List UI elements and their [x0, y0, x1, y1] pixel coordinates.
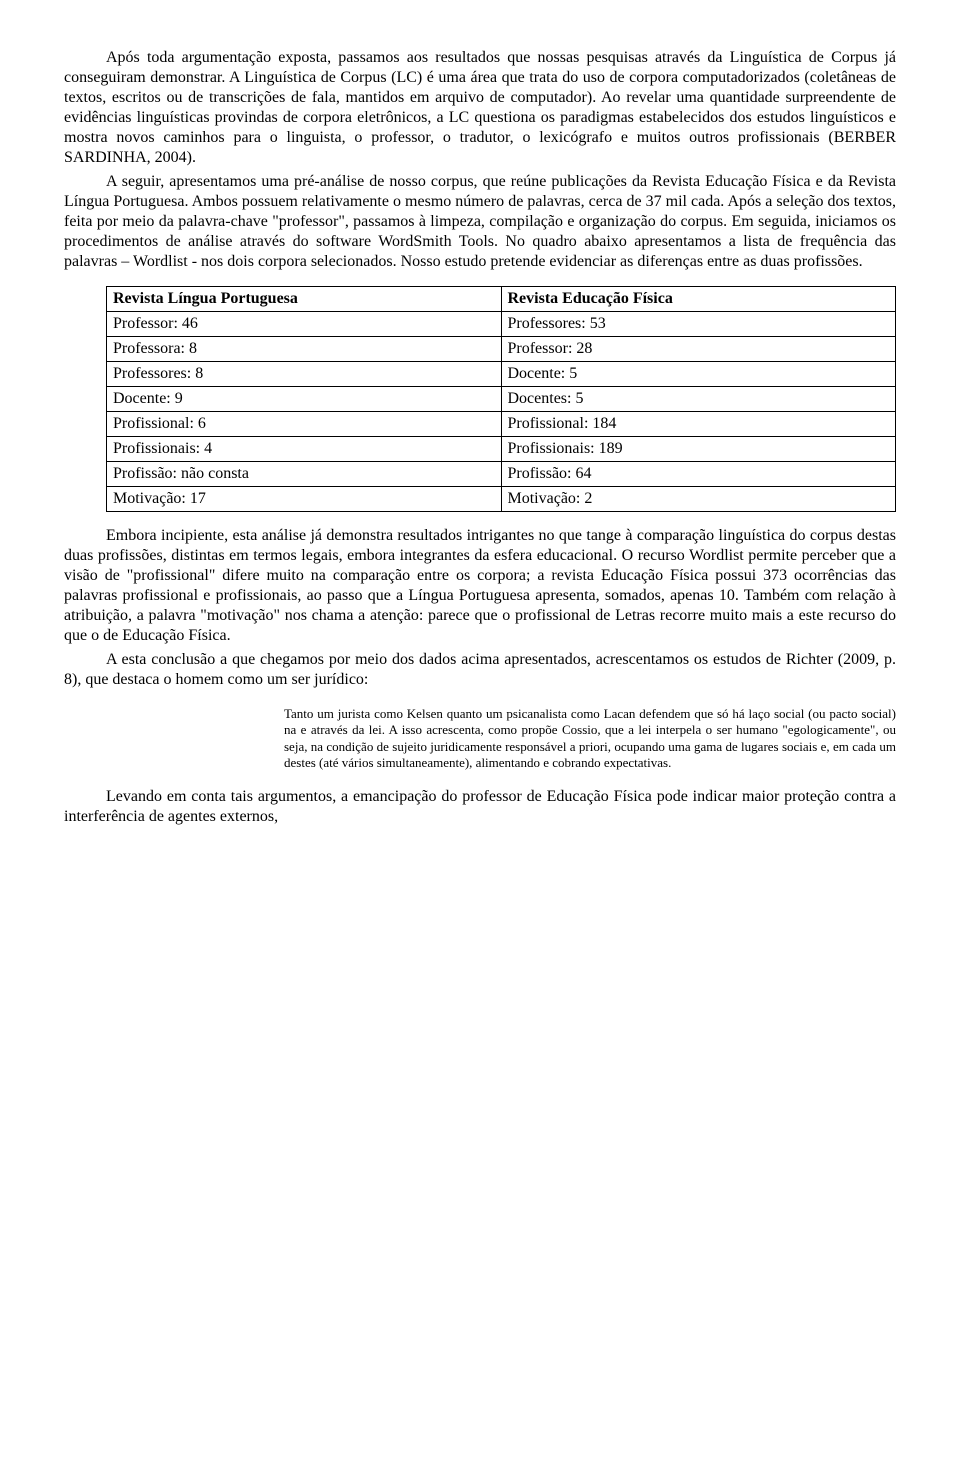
table-row: Docente: 9 Docentes: 5: [107, 387, 896, 412]
paragraph-4: A esta conclusão a que chegamos por meio…: [64, 650, 896, 690]
table-cell: Profissão: 64: [501, 462, 896, 487]
table-cell: Professor: 28: [501, 337, 896, 362]
table-cell: Professora: 8: [107, 337, 502, 362]
table-cell: Profissão: não consta: [107, 462, 502, 487]
frequency-table: Revista Língua Portuguesa Revista Educaç…: [106, 286, 896, 512]
table-cell: Profissionais: 189: [501, 437, 896, 462]
block-quote: Tanto um jurista como Kelsen quanto um p…: [284, 706, 896, 771]
table-cell: Docente: 9: [107, 387, 502, 412]
table-cell: Motivação: 2: [501, 487, 896, 512]
table-header-col2: Revista Educação Física: [501, 287, 896, 312]
table-cell: Docentes: 5: [501, 387, 896, 412]
table-cell: Professor: 46: [107, 312, 502, 337]
table-row: Professora: 8 Professor: 28: [107, 337, 896, 362]
table-row: Profissionais: 4 Profissionais: 189: [107, 437, 896, 462]
table-cell: Profissional: 6: [107, 412, 502, 437]
paragraph-3: Embora incipiente, esta análise já demon…: [64, 526, 896, 646]
paragraph-1: Após toda argumentação exposta, passamos…: [64, 48, 896, 168]
table-cell: Professores: 8: [107, 362, 502, 387]
paragraph-2: A seguir, apresentamos uma pré-análise d…: [64, 172, 896, 272]
table-cell: Profissionais: 4: [107, 437, 502, 462]
table-header-row: Revista Língua Portuguesa Revista Educaç…: [107, 287, 896, 312]
table-header-col1: Revista Língua Portuguesa: [107, 287, 502, 312]
table-cell: Professores: 53: [501, 312, 896, 337]
table-row: Professores: 8 Docente: 5: [107, 362, 896, 387]
table-row: Professor: 46 Professores: 53: [107, 312, 896, 337]
table-cell: Profissional: 184: [501, 412, 896, 437]
table-row: Profissional: 6 Profissional: 184: [107, 412, 896, 437]
table-cell: Motivação: 17: [107, 487, 502, 512]
table-row: Profissão: não consta Profissão: 64: [107, 462, 896, 487]
table-cell: Docente: 5: [501, 362, 896, 387]
table-row: Motivação: 17 Motivação: 2: [107, 487, 896, 512]
paragraph-5: Levando em conta tais argumentos, a eman…: [64, 787, 896, 827]
